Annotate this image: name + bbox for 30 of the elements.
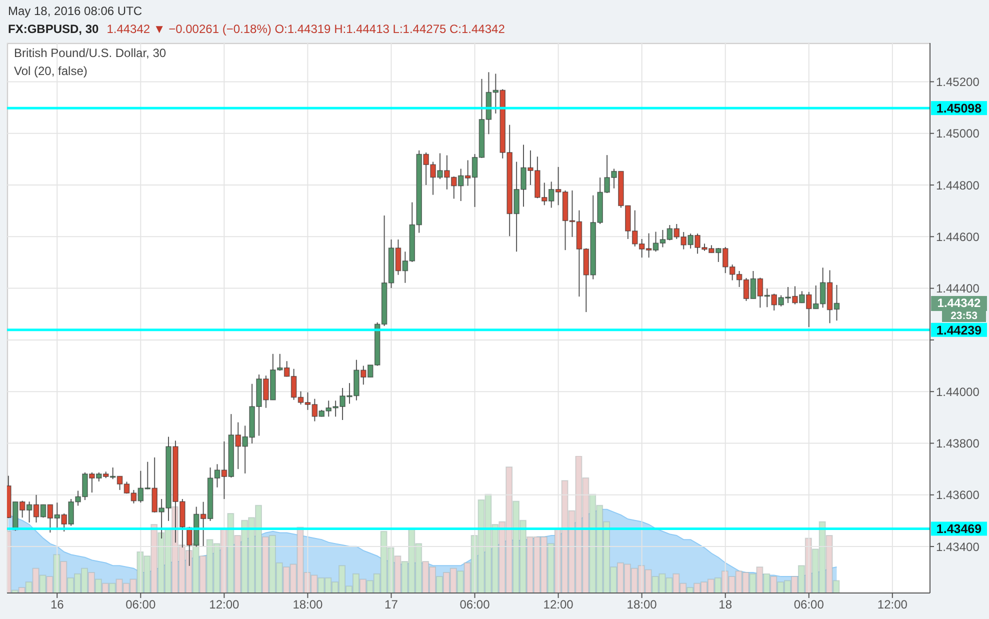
chart-title: FX:GBPUSD, 30 bbox=[8, 22, 99, 36]
y-tick-label: 1.45200 bbox=[936, 74, 980, 89]
ref-line-label: 1.43469 bbox=[936, 522, 982, 536]
y-tick-label: 1.44000 bbox=[936, 384, 980, 399]
y-tick-label: 1.43600 bbox=[936, 488, 980, 502]
y-tick-label: 1.44400 bbox=[936, 282, 980, 296]
chart-title: Vol (20, false) bbox=[14, 64, 88, 78]
x-tick-label: 12:00 bbox=[543, 598, 574, 612]
chart-subtitle: British Pound/U.S. Dollar, 30 bbox=[14, 46, 166, 60]
y-tick-label: 1.43800 bbox=[936, 436, 980, 450]
x-tick-label: 12:00 bbox=[877, 598, 908, 612]
x-tick-label: 06:00 bbox=[460, 598, 490, 612]
y-tick-label: 1.44800 bbox=[936, 178, 980, 192]
x-tick-label: 18:00 bbox=[292, 598, 324, 612]
y-tick-label: 1.43400 bbox=[936, 540, 980, 554]
text: May 18, 2016 08:06 UTC bbox=[8, 4, 142, 18]
text: 23:53 bbox=[942, 310, 986, 322]
x-tick-label: 06:00 bbox=[126, 598, 156, 612]
x-tick-label: 18:00 bbox=[626, 598, 658, 612]
text: 1.44342 ▼ −0.00261 (−0.18%) O:1.44319 H:1.44413 L:1.44275 C:1.44342 bbox=[106, 22, 505, 36]
x-tick-label: 12:00 bbox=[209, 598, 240, 612]
y-tick-label: 1.45000 bbox=[936, 126, 980, 141]
x-tick-label: 16 bbox=[50, 598, 64, 612]
x-tick-label: 06:00 bbox=[794, 598, 824, 612]
ref-line-label: 1.45098 bbox=[936, 102, 982, 116]
text: 1.44342 bbox=[931, 296, 987, 312]
ref-line-label: 1.44239 bbox=[936, 323, 982, 338]
y-tick-label: 1.44600 bbox=[936, 230, 980, 244]
x-tick-label: 17 bbox=[384, 598, 398, 612]
x-tick-label: 18 bbox=[718, 598, 732, 612]
